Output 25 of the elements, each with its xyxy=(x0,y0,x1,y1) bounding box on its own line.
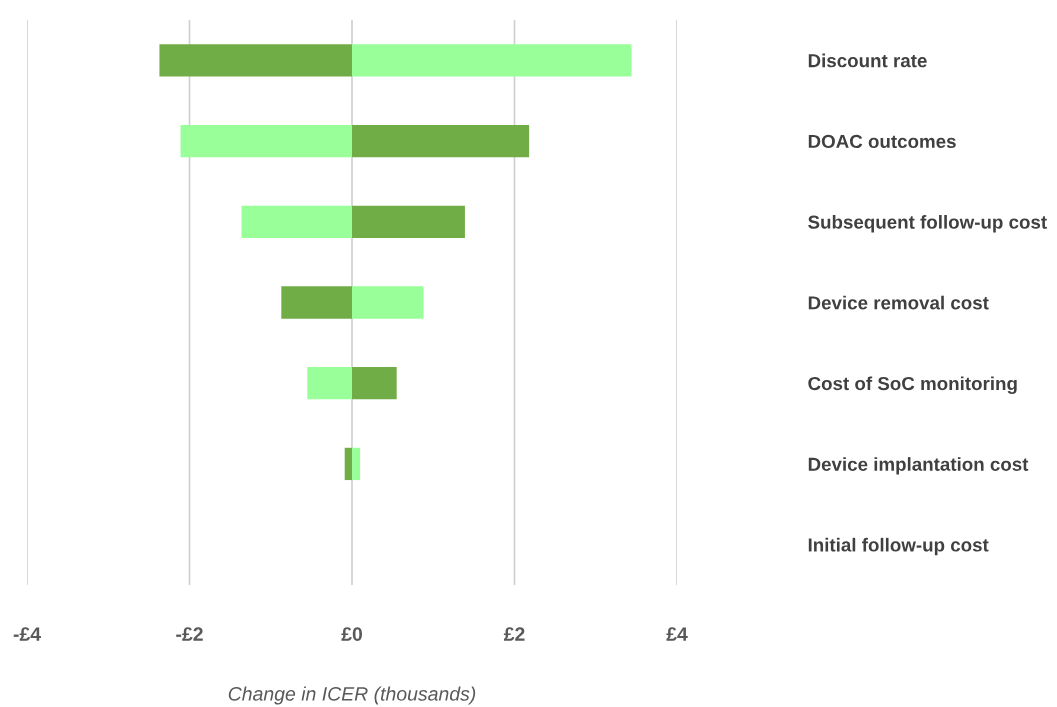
bar xyxy=(352,205,465,238)
x-tick-label: £0 xyxy=(341,627,363,641)
bar xyxy=(352,367,397,400)
x-tick-label: £2 xyxy=(503,627,525,641)
bar xyxy=(281,286,352,319)
x-tick-label: £4 xyxy=(666,627,688,641)
bar xyxy=(352,44,632,77)
bar xyxy=(159,44,352,77)
bar xyxy=(180,124,352,158)
bar xyxy=(352,447,361,481)
bar xyxy=(352,286,424,319)
y-tick-label: Device removal cost xyxy=(808,295,989,310)
x-tick-label: -£2 xyxy=(176,627,203,641)
bar xyxy=(307,367,352,400)
y-tick-label: DOAC outcomes xyxy=(808,134,956,149)
x-tick-label: -£4 xyxy=(13,627,41,641)
y-tick-label: Device implantation cost xyxy=(808,457,1029,475)
y-tick-label: Cost of SoC monitoring xyxy=(808,376,1017,394)
x-axis-title: Change in ICER (thousands) xyxy=(228,686,476,705)
y-tick-label: Subsequent follow-up cost xyxy=(808,214,1047,233)
bar xyxy=(241,205,352,238)
y-tick-label: Initial follow-up cost xyxy=(808,537,989,556)
bar xyxy=(344,447,352,481)
y-tick-label: Discount rate xyxy=(808,53,927,68)
bar xyxy=(352,124,530,158)
